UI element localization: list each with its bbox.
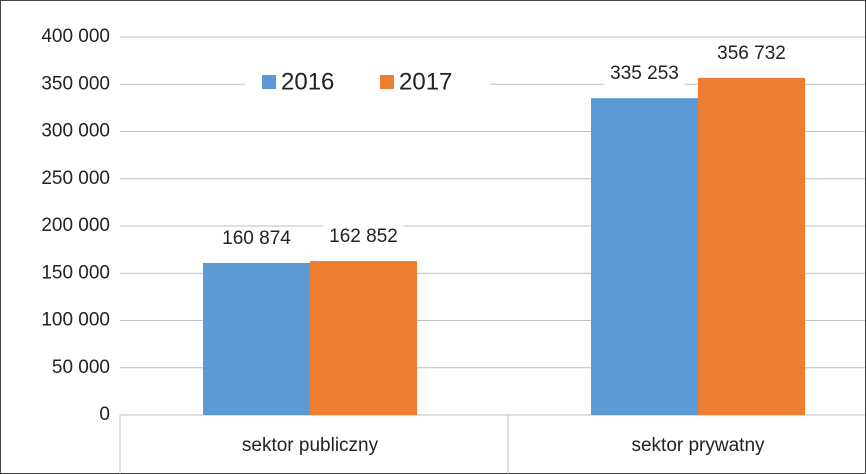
y-tick-label: 200 000: [41, 215, 110, 236]
data-label: 356 732: [717, 43, 786, 64]
y-tick-label: 0: [99, 404, 110, 425]
y-tick-label: 100 000: [41, 310, 110, 331]
y-tick-label: 50 000: [52, 357, 110, 378]
data-label: 162 852: [329, 226, 398, 247]
bar: [310, 261, 417, 415]
x-tick-label: sektor publiczny: [242, 435, 379, 456]
bar: [698, 77, 805, 416]
legend-label: 2016: [281, 68, 334, 95]
bar: [203, 262, 310, 415]
legend-swatch: [262, 75, 276, 89]
y-tick-label: 250 000: [41, 168, 110, 189]
y-tick-label: 300 000: [41, 121, 110, 142]
label-bg: [604, 62, 685, 87]
bar: [591, 98, 698, 415]
legend-label: 2017: [399, 68, 452, 95]
y-tick-label: 400 000: [41, 26, 110, 47]
y-tick-label: 350 000: [41, 73, 110, 94]
label-bg: [711, 41, 792, 66]
y-tick-label: 150 000: [41, 262, 110, 283]
legend-bg: [245, 66, 490, 98]
data-label: 335 253: [610, 63, 679, 84]
legend-swatch: [380, 75, 394, 89]
label-bg: [323, 225, 404, 250]
x-tick-label: sektor prywatny: [631, 435, 765, 456]
data-label: 160 874: [222, 228, 291, 249]
label-bg: [216, 226, 297, 251]
